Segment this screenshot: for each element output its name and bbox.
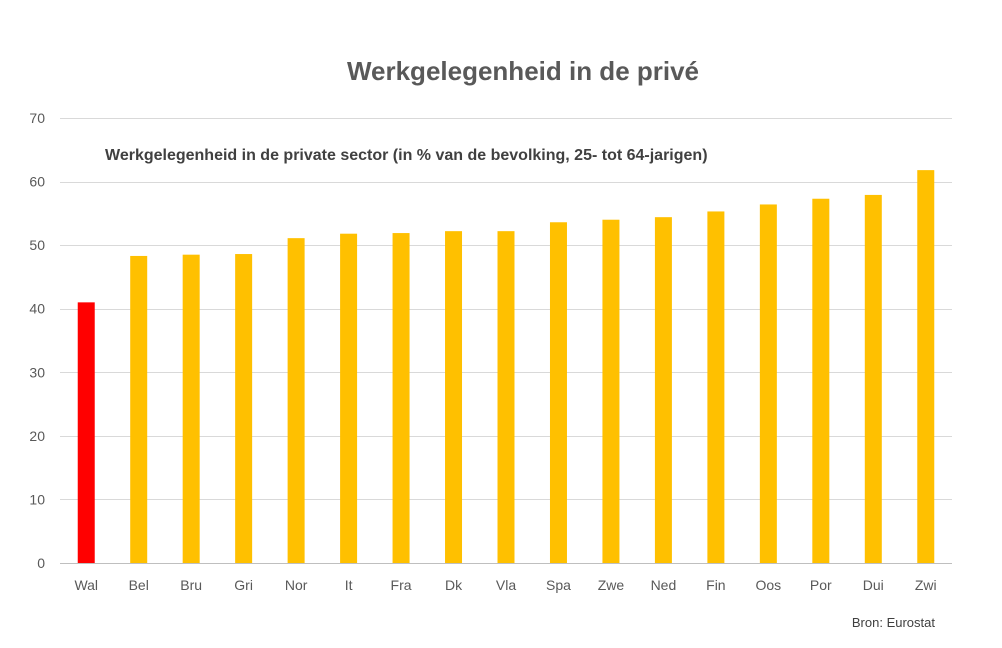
bar-dk <box>445 231 463 563</box>
x-tick-label: Vla <box>496 577 516 593</box>
bar-nor <box>287 238 305 563</box>
y-tick-label: 10 <box>29 491 45 507</box>
x-tick-label: Bru <box>180 577 202 593</box>
bar-wal <box>77 302 95 563</box>
y-tick-label: 20 <box>29 428 45 444</box>
x-tick-label: It <box>345 577 353 593</box>
bar-bel <box>130 255 148 563</box>
y-axis-ticks: 0 10 20 30 40 50 60 70 <box>29 110 45 571</box>
x-tick-label: Wal <box>74 577 98 593</box>
y-tick-label: 40 <box>29 301 45 317</box>
bar-oos <box>759 204 777 563</box>
chart-subtitle: Werkgelegenheid in de private sector (in… <box>105 147 708 164</box>
chart-title: Werkgelegenheid in de privé <box>347 56 699 86</box>
x-tick-label: Gri <box>234 577 253 593</box>
bar-bru <box>182 254 200 563</box>
y-tick-label: 0 <box>37 555 45 571</box>
x-axis-ticks: Wal Bel Bru Gri Nor It Fra Dk Vla Spa Zwe Ned Fin Oos… <box>74 577 936 593</box>
bar-fra <box>392 233 410 564</box>
x-tick-label: Nor <box>285 577 308 593</box>
bar-zwi <box>917 170 935 563</box>
x-tick-label: Zwe <box>598 577 625 593</box>
x-tick-label: Ned <box>651 577 677 593</box>
y-tick-label: 50 <box>29 237 45 253</box>
y-tick-label: 30 <box>29 364 45 380</box>
bar-dui <box>864 194 882 563</box>
bar-it <box>340 233 358 563</box>
x-tick-label: Fin <box>706 577 725 593</box>
bar-spa <box>549 222 567 563</box>
x-tick-label: Dk <box>445 577 463 593</box>
bar-ned <box>654 217 672 563</box>
bar-gri <box>235 254 253 564</box>
x-tick-label: Spa <box>546 577 571 593</box>
bar-fin <box>707 211 725 563</box>
source-note: Bron: Eurostat <box>852 615 935 630</box>
y-tick-label: 60 <box>29 174 45 190</box>
x-tick-label: Oos <box>756 577 782 593</box>
x-tick-label: Por <box>810 577 832 593</box>
bar-zwe <box>602 219 620 563</box>
x-tick-label: Zwi <box>915 577 937 593</box>
y-tick-label: 70 <box>29 110 45 126</box>
x-tick-label: Fra <box>391 577 412 593</box>
bars <box>77 170 935 564</box>
x-tick-label: Dui <box>863 577 884 593</box>
x-tick-label: Bel <box>129 577 149 593</box>
bar-vla <box>497 231 515 563</box>
bar-por <box>812 198 830 563</box>
